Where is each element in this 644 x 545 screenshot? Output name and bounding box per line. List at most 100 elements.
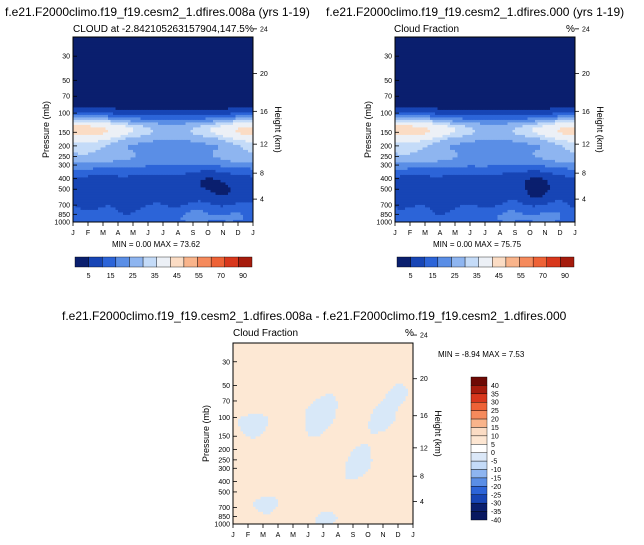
panel1-cell <box>198 199 201 203</box>
panel1-cell <box>195 77 199 80</box>
panel1-cell <box>200 82 204 85</box>
panel1-cell <box>78 177 81 180</box>
panel1-cell <box>228 149 231 153</box>
panel1-cell <box>115 154 119 158</box>
panel1-cell <box>125 209 129 213</box>
panel1-cell <box>113 112 116 115</box>
panel1-cell <box>165 59 169 63</box>
panel1-cell <box>203 69 206 73</box>
panel1-cell <box>78 87 81 90</box>
panel1-cell <box>230 74 234 78</box>
panel1-cell <box>83 189 86 193</box>
panel1-cell <box>218 127 221 130</box>
panel1-cell <box>250 197 254 200</box>
panel1-cell <box>125 124 129 128</box>
panel1-cell <box>195 149 199 153</box>
panel1-cell <box>88 102 91 105</box>
panel1-cell <box>238 77 241 80</box>
panel1-cell <box>80 144 84 148</box>
panel1-cell <box>120 207 124 210</box>
panel1-cell <box>183 74 186 78</box>
panel1-cell <box>108 149 111 153</box>
panel1-cell <box>238 97 241 100</box>
panel1-cell <box>213 107 216 110</box>
panel1-cell <box>213 167 216 170</box>
panel1-cell <box>83 104 86 108</box>
panel1-cell <box>208 159 211 163</box>
panel1-cell <box>95 79 99 83</box>
panel1-cell <box>185 69 189 73</box>
panel1-cell <box>145 134 149 138</box>
panel1-cell <box>113 109 116 113</box>
panel1-cell <box>138 189 141 193</box>
panel1-cell <box>118 149 121 153</box>
panel1-cell <box>150 87 154 90</box>
panel1-cell <box>80 114 84 118</box>
panel1-cell <box>238 149 241 153</box>
panel1-cell <box>98 209 101 213</box>
panel1-cell <box>145 167 149 170</box>
panel1-cell <box>90 204 94 208</box>
panel1-cell <box>138 204 141 208</box>
panel1-cell <box>135 92 139 95</box>
panel1-cell <box>250 59 254 63</box>
panel1-cell <box>215 97 219 100</box>
panel1-cell <box>75 82 79 85</box>
panel1-cell <box>143 54 146 58</box>
panel1-cell <box>98 92 101 95</box>
panel1-cell <box>108 139 111 143</box>
panel1-cell <box>223 102 226 105</box>
panel1-cell <box>198 209 201 213</box>
panel1-cell <box>245 164 249 168</box>
panel1-cell <box>208 169 211 173</box>
panel1-cell <box>245 184 249 188</box>
panel1-cell <box>135 77 139 80</box>
panel1-cell <box>123 147 126 150</box>
panel1-cell <box>83 139 86 143</box>
panel1-cell <box>233 77 236 80</box>
panel1-cell <box>108 172 111 175</box>
panel1-cell <box>233 182 236 185</box>
panel1-cell <box>205 69 209 73</box>
panel1-cell <box>110 134 114 138</box>
panel1-cell <box>78 217 81 220</box>
panel1-cell <box>248 147 251 150</box>
panel1-cell <box>108 97 111 100</box>
panel1-cell <box>223 89 226 93</box>
panel1-cell <box>95 207 99 210</box>
panel1-cell <box>135 74 139 78</box>
panel1-cell <box>148 207 151 210</box>
panel1-cell <box>98 129 101 133</box>
panel1-cell <box>115 129 119 133</box>
panel1-cell <box>238 157 241 160</box>
panel1-cell <box>85 79 89 83</box>
panel1-cell <box>218 147 221 150</box>
panel1-cell <box>248 209 251 213</box>
panel1-cell <box>195 179 199 183</box>
panel1-cell <box>148 97 151 100</box>
panel1-cell <box>158 214 161 218</box>
panel1-cell <box>243 59 246 63</box>
panel1-cell <box>73 49 76 53</box>
panel1-cell <box>163 169 166 173</box>
panel1-cell <box>78 49 81 53</box>
panel1-cell <box>198 139 201 143</box>
panel1-cell <box>88 132 91 135</box>
panel1-cell <box>218 122 221 125</box>
panel1-cell <box>198 87 201 90</box>
panel1-cell <box>230 99 234 103</box>
panel1-cell <box>80 179 84 183</box>
panel1-cell <box>230 97 234 100</box>
panel1-cell <box>225 64 229 68</box>
panel1-cell <box>250 49 254 53</box>
panel1-cell <box>145 187 149 190</box>
panel1-cell <box>230 147 234 150</box>
panel1-cell <box>178 149 181 153</box>
panel1-cell <box>220 149 224 153</box>
panel1-cell <box>115 117 119 120</box>
panel1-cell <box>233 89 236 93</box>
panel1-cell <box>85 109 89 113</box>
panel1-cell <box>85 149 89 153</box>
panel1-cell <box>203 57 206 60</box>
panel1-cell <box>115 122 119 125</box>
